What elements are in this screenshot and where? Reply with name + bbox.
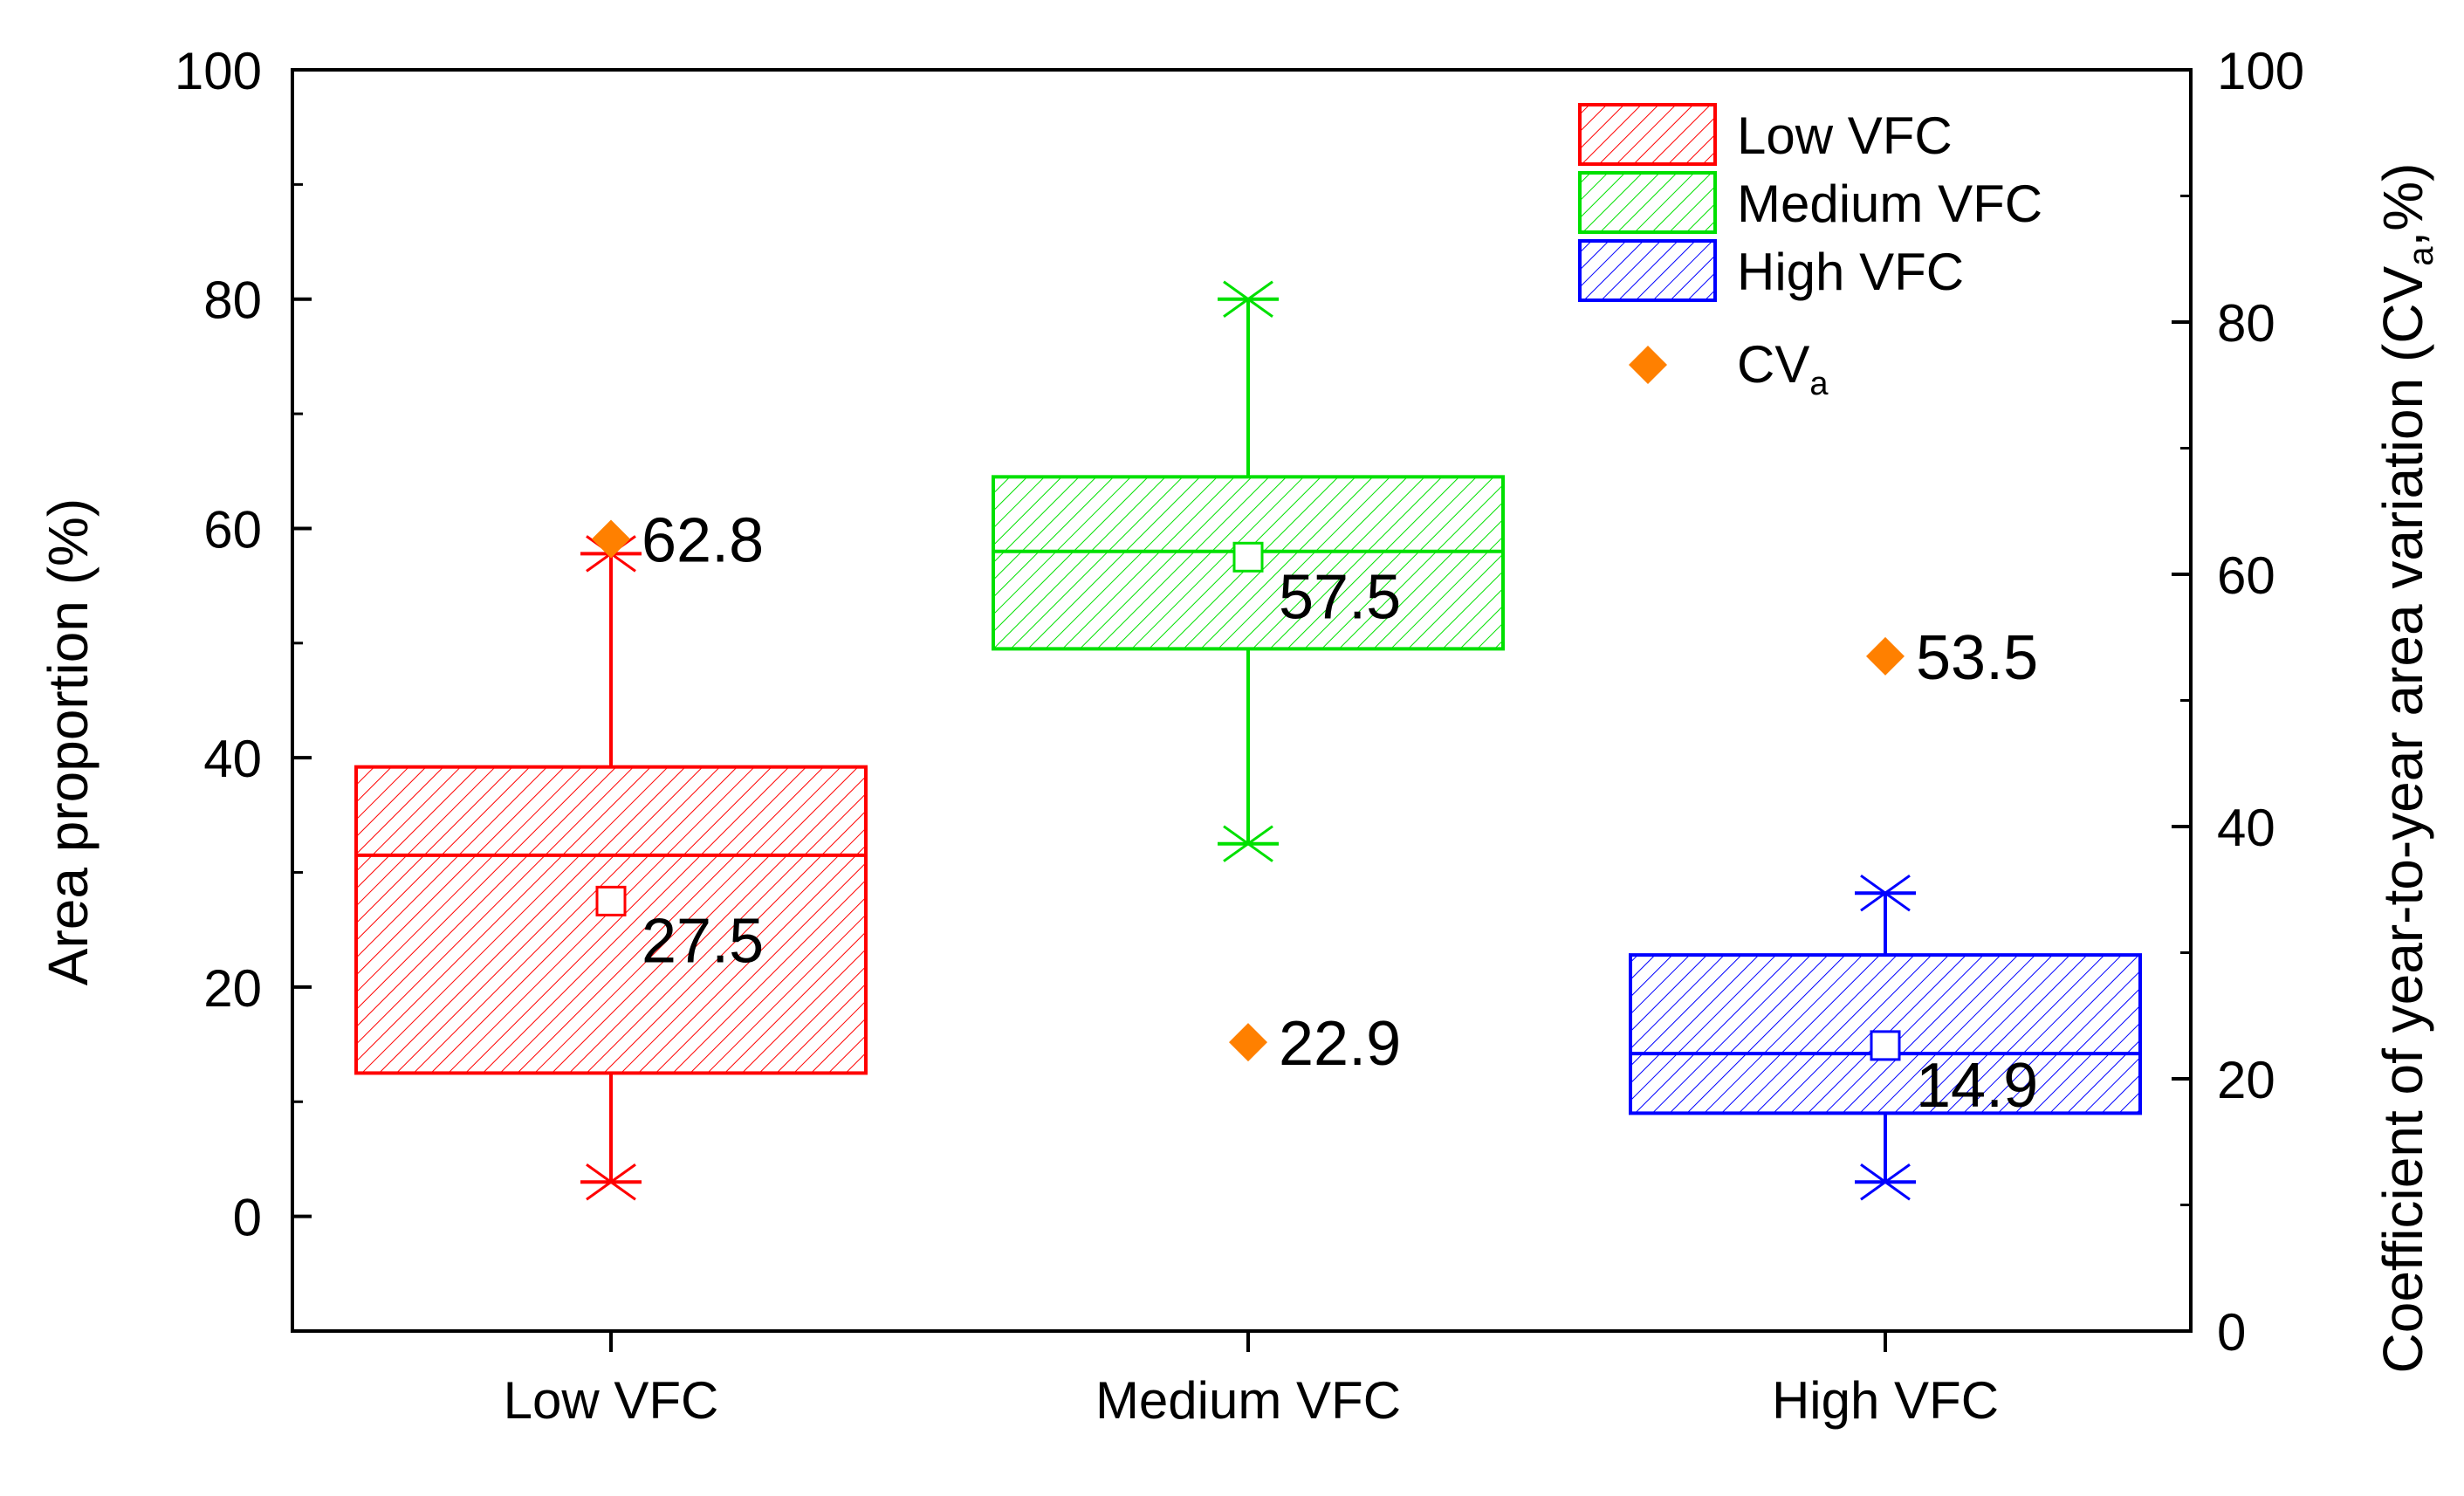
legend-swatch — [1578, 239, 1717, 302]
x-axis: Low VFC Medium VFC High VFC — [504, 1331, 1999, 1430]
y2-label-sub: a — [2402, 246, 2440, 266]
y2-tick-label: 60 — [2217, 546, 2275, 605]
cv-label: 62.8 — [642, 506, 764, 576]
x-tick-label: High VFC — [1772, 1371, 1999, 1430]
y2-label-main: Coefficient of year-to-year area variati… — [2371, 265, 2434, 1373]
y2-tick-label: 80 — [2217, 294, 2275, 353]
legend-cv-marker — [1629, 346, 1667, 384]
whisker-cap-lower-x2 — [586, 1163, 636, 1201]
y-axis-label: Area proportion (%) — [37, 498, 100, 985]
box-group: 57.5 — [992, 280, 1505, 862]
y-tick-label: 20 — [203, 959, 262, 1018]
y-tick-label: 0 — [233, 1189, 262, 1247]
y-tick-label: 60 — [203, 500, 262, 559]
legend-cv-label: CVa — [1737, 335, 1829, 402]
cv-point — [1866, 636, 1905, 676]
mean-marker — [595, 885, 627, 916]
legend-cv-main: CV — [1737, 335, 1809, 394]
y2-axis-label: Coefficient of year-to-year area variati… — [2371, 163, 2440, 1374]
legend-swatch — [1578, 171, 1717, 234]
box-group: 27.5 — [354, 535, 868, 1201]
y-tick-label: 100 — [175, 42, 262, 100]
mean-marker — [1232, 541, 1264, 573]
y2-tick-label: 20 — [2217, 1051, 2275, 1109]
y2-tick-label: 40 — [2217, 799, 2275, 857]
mean-label: 14.9 — [1916, 1051, 2038, 1121]
cv-series: 62.8 22.9 53.5 — [592, 506, 2038, 1079]
x-tick-label: Low VFC — [504, 1371, 719, 1430]
legend-swatch — [1578, 103, 1717, 166]
mean-marker — [1870, 1030, 1901, 1061]
box-series: 27.5 57.5 14.9 — [354, 280, 2142, 1201]
y-tick-label: 40 — [203, 730, 262, 788]
cv-label: 22.9 — [1279, 1009, 1401, 1079]
whisker-cap-upper-x2 — [1223, 280, 1273, 318]
y2-tick-label: 0 — [2217, 1303, 2246, 1362]
x-tick-label: Medium VFC — [1095, 1371, 1401, 1430]
y-axis-right: 0 20 40 60 80 100 — [2172, 42, 2304, 1362]
cv-point — [592, 519, 630, 559]
whisker-cap-upper-x2 — [1860, 874, 1911, 912]
cv-point — [1229, 1023, 1267, 1062]
box-group: 14.9 — [1629, 874, 2142, 1201]
legend: Low VFC Medium VFC High VFC CVa — [1578, 103, 2042, 402]
mean-label: 27.5 — [642, 906, 764, 976]
box-iqr — [354, 765, 868, 1075]
whisker-cap-lower-x2 — [1860, 1163, 1911, 1201]
y-tick-label: 80 — [203, 271, 262, 330]
legend-label: Medium VFC — [1737, 175, 2042, 233]
y2-label-end: ,%) — [2371, 163, 2434, 247]
cv-label: 53.5 — [1916, 623, 2038, 693]
y2-tick-label: 100 — [2217, 42, 2304, 100]
legend-cv-sub: a — [1809, 366, 1829, 402]
legend-label: Low VFC — [1737, 106, 1953, 165]
whisker-cap-lower-x2 — [1223, 825, 1273, 862]
y-axis-left: 0 20 40 60 80 100 — [175, 42, 312, 1247]
legend-label: High VFC — [1737, 243, 1964, 301]
mean-label: 57.5 — [1279, 562, 1401, 632]
